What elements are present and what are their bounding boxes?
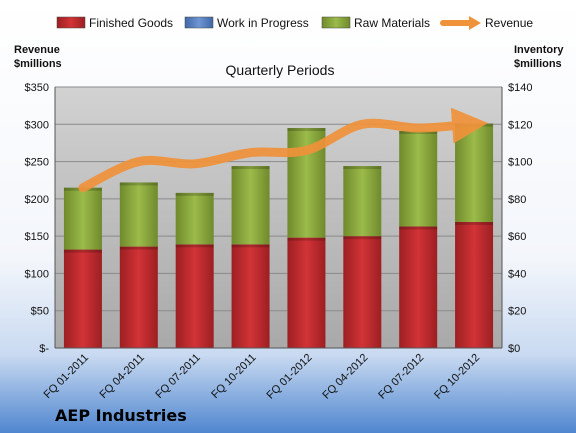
bar-top-shade	[343, 166, 382, 170]
legend-label-raw-materials: Raw Materials	[354, 16, 430, 30]
bar-finished-goods	[63, 249, 102, 348]
left-axis-title: Revenue	[14, 44, 60, 56]
bar-top-shade	[63, 249, 102, 253]
bar-raw-materials	[343, 166, 382, 237]
right-tick-label: $20	[508, 306, 526, 318]
legend: Finished Goods Work in Progress Raw Materi…	[56, 16, 533, 30]
left-tick-label: $50	[31, 306, 49, 318]
left-tick-label: $-	[39, 343, 49, 355]
revenue-line	[78, 107, 489, 193]
bar-raw-materials	[231, 166, 270, 245]
bar-top-shade	[119, 246, 158, 250]
left-tick-label: $350	[25, 82, 49, 94]
right-tick-label: $80	[508, 194, 526, 206]
bar-finished-goods	[119, 246, 158, 348]
right-tick-label: $60	[508, 231, 526, 243]
company-name: AEP Industries	[55, 406, 187, 425]
bar-raw-materials	[175, 192, 214, 245]
right-axis-title: Inventory	[514, 44, 564, 56]
left-tick-label: $100	[25, 268, 49, 280]
legend-arrow-revenue	[469, 16, 481, 30]
bar-top-shade	[231, 244, 270, 248]
left-tick-label: $150	[25, 231, 49, 243]
right-axis-title: $millions	[514, 58, 562, 70]
right-tick-label: $0	[508, 343, 520, 355]
legend-swatch-finished-goods	[56, 16, 86, 29]
bar-top-shade	[231, 166, 270, 170]
chart-subtitle: Quarterly Periods	[226, 62, 335, 78]
bar-raw-materials	[119, 182, 158, 247]
bar-finished-goods	[343, 236, 382, 348]
bar-finished-goods	[175, 244, 214, 348]
bar-raw-materials	[399, 130, 438, 227]
bars-group	[63, 123, 494, 348]
bar-top-shade	[287, 237, 326, 241]
left-tick-label: $200	[25, 194, 49, 206]
bar-top-shade	[119, 182, 158, 186]
legend-swatch-raw-materials	[321, 16, 351, 29]
bar-finished-goods	[399, 226, 438, 348]
bar-finished-goods	[455, 221, 494, 348]
revenue-line-group	[78, 107, 489, 193]
right-tick-label: $120	[508, 119, 532, 131]
bar-top-shade	[175, 244, 214, 248]
legend-label-work-in-progress: Work in Progress	[217, 16, 309, 30]
right-tick-label: $140	[508, 82, 532, 94]
left-tick-label: $300	[25, 119, 49, 131]
bar-top-shade	[455, 221, 494, 225]
bar-finished-goods	[231, 244, 270, 348]
bar-top-shade	[399, 226, 438, 230]
bar-raw-materials	[63, 187, 102, 250]
legend-label-finished-goods: Finished Goods	[89, 16, 173, 30]
bar-raw-materials	[455, 123, 494, 222]
left-tick-label: $250	[25, 157, 49, 169]
right-tick-label: $40	[508, 268, 526, 280]
bar-finished-goods	[287, 237, 326, 348]
left-axis-title: $millions	[14, 58, 62, 70]
right-tick-label: $100	[508, 157, 532, 169]
bar-top-shade	[287, 128, 326, 132]
bar-top-shade	[175, 192, 214, 196]
legend-label-revenue: Revenue	[485, 16, 533, 30]
bar-top-shade	[343, 236, 382, 240]
legend-swatch-work-in-progress	[184, 16, 214, 29]
